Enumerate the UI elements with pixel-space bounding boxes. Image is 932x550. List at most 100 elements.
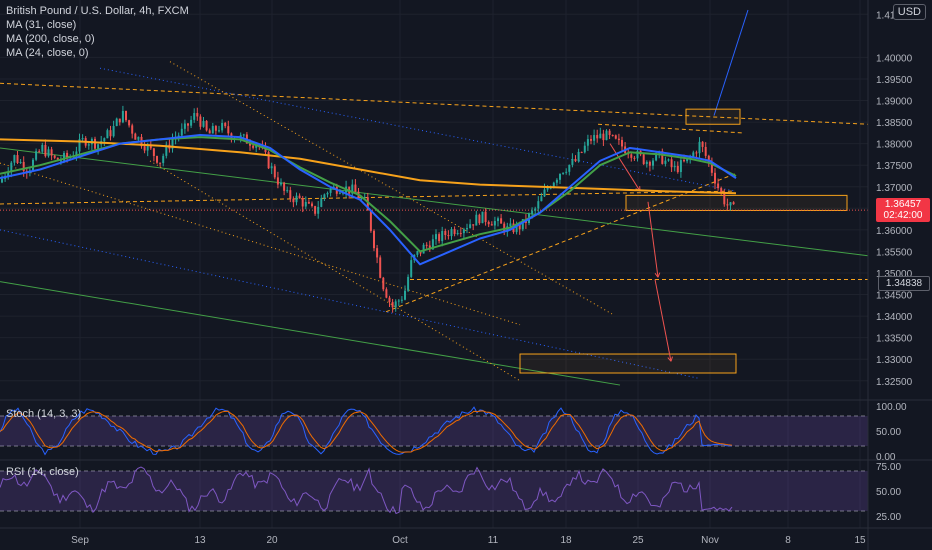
candle-body — [304, 201, 307, 207]
candle-body — [568, 164, 571, 172]
candle-body — [704, 146, 707, 156]
candle-body — [447, 235, 450, 237]
chart-legend: British Pound / U.S. Dollar, 4h, FXCM MA… — [6, 4, 189, 60]
last-price: 1.36457 — [884, 199, 922, 210]
orange-dotted-fan-2 — [169, 61, 613, 315]
orange-dotted-fan-1 — [149, 160, 521, 382]
candle-body — [41, 144, 44, 152]
candle-body — [534, 208, 537, 211]
candle-body — [549, 187, 552, 189]
last-price-tag: 1.36457 02:42:00 — [876, 198, 930, 222]
candle-body — [546, 187, 549, 190]
candle-body — [456, 233, 459, 235]
candle-body — [441, 231, 444, 242]
candle-body — [583, 145, 586, 153]
candle-body — [515, 223, 518, 233]
time-tick-label: 25 — [632, 535, 644, 546]
candle-body — [59, 160, 62, 162]
rsi-tick-label: 25.00 — [876, 512, 901, 523]
candle-body — [292, 198, 295, 203]
candle-body — [385, 289, 388, 298]
candle-body — [574, 158, 577, 162]
candle-body — [32, 159, 34, 171]
candle-body — [518, 223, 521, 230]
candle-body — [655, 153, 658, 161]
candle-body — [255, 144, 258, 148]
candle-body — [593, 135, 596, 141]
candle-body — [283, 182, 286, 191]
price-tick-label: 1.39500 — [876, 75, 913, 86]
candle-body — [87, 144, 90, 146]
candle-body — [227, 126, 230, 134]
time-axis[interactable]: Sep 13 20 Oct 11 18 25 Nov 8 15 — [0, 527, 932, 546]
candle-body — [590, 139, 592, 141]
candle-body — [543, 189, 546, 197]
candle-body — [407, 276, 410, 291]
candle-body — [410, 260, 413, 277]
ma31-legend[interactable]: MA (31, close) — [6, 19, 77, 31]
target-zone-lower — [519, 353, 737, 374]
candle-body — [459, 233, 462, 235]
candle-body — [577, 151, 580, 162]
support-zone — [625, 194, 848, 211]
stoch-signal-line — [0, 410, 733, 453]
moving-averages — [0, 134, 737, 266]
rsi-label[interactable]: RSI (14, close) — [6, 466, 79, 478]
candle-body — [137, 136, 140, 140]
candle-body — [379, 257, 382, 278]
price-tick-label: 1.37500 — [876, 161, 913, 172]
candle-body — [63, 152, 65, 161]
candle-body — [555, 179, 558, 183]
candle-body — [469, 224, 472, 229]
candle-body — [273, 166, 276, 178]
candle-body — [695, 152, 698, 154]
candle-body — [50, 149, 53, 156]
candle-body — [75, 151, 78, 156]
candle-body — [503, 223, 506, 232]
currency-badge[interactable]: USD — [892, 4, 926, 20]
time-tick-label: Oct — [392, 535, 408, 546]
candle-body — [109, 130, 112, 137]
candle-body — [329, 188, 332, 193]
price-tick-label: 1.38500 — [876, 118, 913, 129]
candle-body — [720, 188, 723, 193]
candle-body — [242, 134, 245, 136]
candle-body — [19, 161, 22, 164]
candle-body — [159, 162, 162, 164]
candle-body — [710, 161, 713, 173]
symbol-title[interactable]: British Pound / U.S. Dollar, 4h, FXCM — [6, 5, 189, 17]
candle-body — [94, 138, 96, 149]
ma200-legend[interactable]: MA (200, close, 0) — [6, 33, 95, 45]
price-tick-label: 1.39000 — [876, 97, 913, 108]
candle-body — [382, 277, 385, 290]
price-axis[interactable]: 1.410001.400001.395001.390001.385001.380… — [867, 0, 913, 550]
rsi-tick-label: 50.00 — [876, 487, 901, 498]
candle-body — [717, 183, 720, 189]
price-tick-label: 1.37000 — [876, 183, 913, 194]
stoch-tick-label: 100.00 — [876, 402, 907, 413]
candle-body — [537, 201, 540, 209]
rsi-band — [0, 471, 868, 511]
price-tick-label: 1.36000 — [876, 226, 913, 237]
time-tick-label: 15 — [854, 535, 866, 546]
candle-body — [493, 221, 496, 226]
candle-body — [599, 133, 602, 139]
candle-body — [78, 139, 81, 152]
candle-body — [317, 206, 320, 214]
candle-body — [221, 122, 224, 131]
resistance-trendline — [0, 82, 869, 125]
candle-body — [676, 165, 679, 173]
candle-body — [438, 234, 441, 242]
candle-body — [373, 230, 375, 249]
candle-body — [478, 214, 481, 224]
time-tick-label: Nov — [701, 535, 719, 546]
candle-body — [118, 118, 121, 123]
candle-body — [475, 214, 478, 226]
time-tick-label: 8 — [785, 535, 791, 546]
candle-body — [648, 161, 651, 166]
ma24-legend[interactable]: MA (24, close, 0) — [6, 47, 89, 59]
stoch-label[interactable]: Stoch (14, 3, 3) — [6, 408, 82, 420]
candle-body — [484, 211, 487, 222]
candle-body — [183, 123, 186, 129]
